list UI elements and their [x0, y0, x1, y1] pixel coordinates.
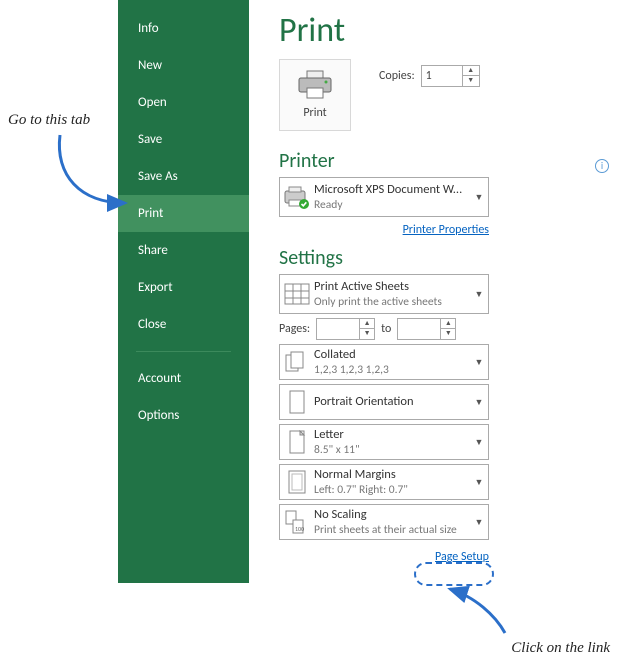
setting-margins[interactable]: Normal Margins Left: 0.7" Right: 0.7" ▼ — [279, 464, 489, 500]
printer-name: Microsoft XPS Document W... — [314, 182, 470, 198]
print-panel: Print Print Copies: 1 ▲ ▼ Printer i — [269, 0, 609, 565]
setting-print-range[interactable]: Print Active Sheets Only print the activ… — [279, 274, 489, 314]
sidebar-item-save[interactable]: Save — [118, 121, 249, 158]
printer-properties-link[interactable]: Printer Properties — [403, 223, 489, 237]
sheets-icon — [280, 283, 314, 305]
sidebar-item-print[interactable]: Print — [118, 195, 249, 232]
collated-icon — [280, 351, 314, 373]
chevron-down-icon: ▼ — [470, 289, 488, 300]
annotation-link-hint: Click on the link — [511, 640, 610, 657]
sidebar-item-export[interactable]: Export — [118, 269, 249, 306]
pages-from-stepper[interactable]: ▲▼ — [316, 318, 375, 340]
page-setup-link[interactable]: Page Setup — [435, 550, 489, 564]
sidebar-item-close[interactable]: Close — [118, 306, 249, 343]
setting-sub: 1,2,3 1,2,3 1,2,3 — [314, 363, 470, 377]
setting-title: Portrait Orientation — [314, 394, 470, 410]
printer-status: Ready — [314, 198, 470, 212]
print-button[interactable]: Print — [279, 59, 351, 131]
printer-icon — [297, 70, 333, 100]
svg-text:100: 100 — [295, 525, 304, 533]
copies-stepper[interactable]: 1 ▲ ▼ — [421, 65, 480, 87]
backstage-sidebar: Info New Open Save Save As Print Share E… — [118, 0, 249, 583]
chevron-down-icon: ▼ — [470, 397, 488, 408]
setting-sub: 8.5" x 11" — [314, 443, 470, 457]
chevron-down-icon: ▼ — [470, 437, 488, 448]
annotation-tab-hint: Go to this tab — [8, 112, 90, 129]
chevron-down-icon: ▼ — [470, 517, 488, 528]
paper-icon — [280, 430, 314, 454]
setting-title: Collated — [314, 347, 470, 363]
printer-header: Printer — [279, 149, 335, 173]
printer-info-icon[interactable]: i — [595, 159, 609, 173]
sidebar-item-info[interactable]: Info — [118, 10, 249, 47]
sidebar-divider — [136, 351, 231, 352]
print-button-label: Print — [303, 106, 326, 120]
sidebar-item-share[interactable]: Share — [118, 232, 249, 269]
pages-to-down[interactable]: ▼ — [441, 329, 455, 339]
setting-sub: Left: 0.7" Right: 0.7" — [314, 483, 470, 497]
annotation-arrow-link — [430, 585, 520, 645]
pages-label: Pages: — [279, 322, 310, 336]
chevron-down-icon: ▼ — [470, 477, 488, 488]
copies-down[interactable]: ▼ — [463, 76, 479, 86]
setting-orientation[interactable]: Portrait Orientation ▼ — [279, 384, 489, 420]
setting-title: Letter — [314, 427, 470, 443]
annotation-highlight-oval — [414, 562, 494, 586]
setting-collation[interactable]: Collated 1,2,3 1,2,3 1,2,3 ▼ — [279, 344, 489, 380]
setting-title: No Scaling — [314, 507, 470, 523]
copies-label: Copies: — [379, 69, 415, 83]
sidebar-item-new[interactable]: New — [118, 47, 249, 84]
chevron-down-icon: ▼ — [470, 192, 488, 203]
setting-paper-size[interactable]: Letter 8.5" x 11" ▼ — [279, 424, 489, 460]
scaling-icon: 100 — [280, 510, 314, 534]
printer-dropdown[interactable]: Microsoft XPS Document W... Ready ▼ — [279, 177, 489, 217]
pages-to-label: to — [381, 322, 391, 336]
sidebar-item-open[interactable]: Open — [118, 84, 249, 121]
sidebar-item-account[interactable]: Account — [118, 360, 249, 397]
setting-title: Normal Margins — [314, 467, 470, 483]
pages-to-stepper[interactable]: ▲▼ — [397, 318, 456, 340]
margins-icon — [280, 470, 314, 494]
setting-scaling[interactable]: 100 No Scaling Print sheets at their act… — [279, 504, 489, 540]
settings-header: Settings — [279, 246, 343, 270]
printer-status-icon — [280, 185, 314, 209]
setting-title: Print Active Sheets — [314, 279, 470, 295]
setting-sub: Print sheets at their actual size — [314, 523, 470, 537]
page-title: Print — [279, 10, 609, 51]
portrait-icon — [280, 390, 314, 414]
pages-from-down[interactable]: ▼ — [360, 329, 374, 339]
sidebar-item-options[interactable]: Options — [118, 397, 249, 434]
chevron-down-icon: ▼ — [470, 357, 488, 368]
copies-value[interactable]: 1 — [422, 66, 462, 86]
sidebar-item-save-as[interactable]: Save As — [118, 158, 249, 195]
setting-sub: Only print the active sheets — [314, 295, 470, 309]
